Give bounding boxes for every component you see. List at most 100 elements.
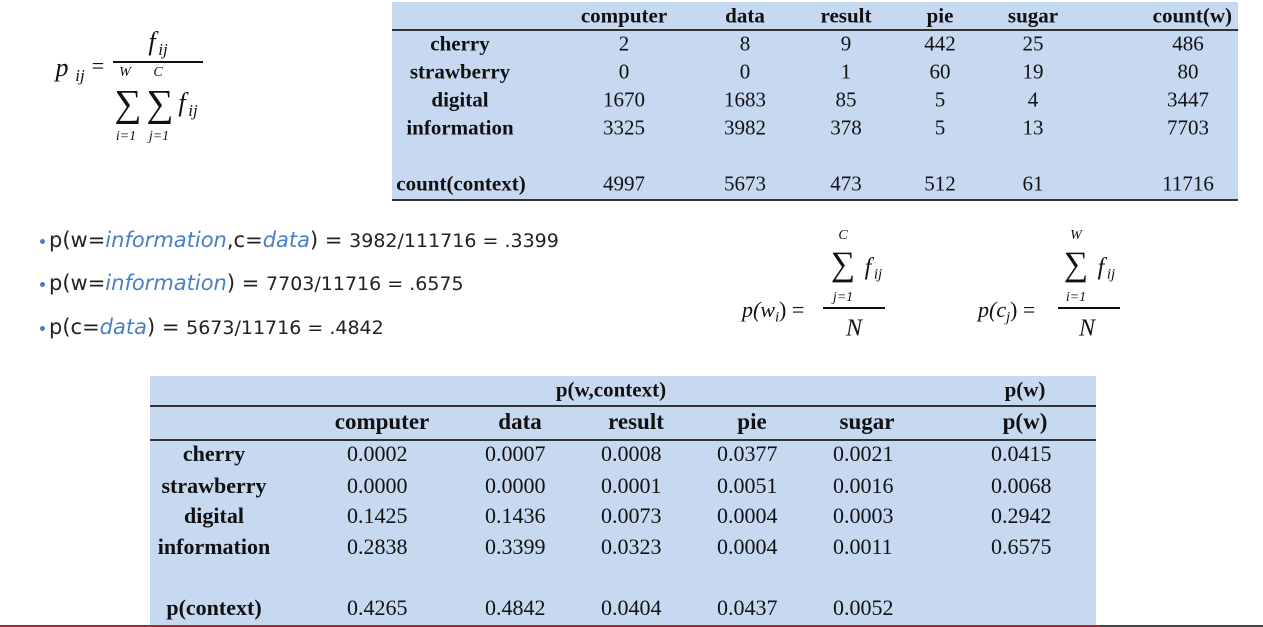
cell: 0.2942 bbox=[991, 503, 1052, 528]
formula-limit: W bbox=[1070, 228, 1082, 243]
rule bbox=[150, 405, 1096, 407]
formula-sub: j bbox=[1006, 309, 1011, 326]
cell: 0.0008 bbox=[601, 441, 662, 466]
cell: 0.0007 bbox=[485, 441, 546, 466]
rule bbox=[392, 29, 1238, 31]
formula-sum: ∑ bbox=[114, 83, 142, 125]
group-header: p(w) bbox=[1004, 377, 1046, 402]
cell: 0.0068 bbox=[991, 473, 1052, 498]
cell: 0.3399 bbox=[485, 534, 546, 559]
cell: 0.2838 bbox=[347, 534, 408, 559]
formula-sum: ∑ bbox=[830, 246, 856, 283]
cell: 4997 bbox=[603, 171, 645, 196]
column-header: count(w) bbox=[1152, 3, 1232, 28]
column-header: data bbox=[498, 409, 542, 434]
cell: 0.0051 bbox=[717, 473, 778, 498]
text: p(c= bbox=[49, 315, 100, 339]
text: 5673/11716 bbox=[186, 317, 302, 339]
column-header: sugar bbox=[839, 409, 895, 434]
formula-text: ) = bbox=[1010, 297, 1036, 322]
bullet-dot bbox=[40, 325, 45, 331]
column-header: pie bbox=[737, 409, 767, 434]
row-header: p(context) bbox=[166, 595, 262, 620]
text: ) = bbox=[226, 271, 267, 295]
cell: 5 bbox=[934, 87, 946, 112]
formula-text: p(c bbox=[978, 297, 1007, 322]
row-header: digital bbox=[184, 503, 244, 528]
column-header: computer bbox=[334, 409, 430, 434]
formula-limit: j=1 bbox=[832, 290, 854, 305]
row-header: cherry bbox=[182, 441, 246, 466]
cell: 3325 bbox=[603, 115, 645, 140]
formula-text: p(w bbox=[742, 297, 775, 322]
cell: 0.4842 bbox=[485, 595, 546, 620]
row-header: digital bbox=[431, 87, 489, 112]
text: 7703/11716 bbox=[266, 273, 382, 295]
cell: 1670 bbox=[603, 87, 645, 112]
text: p(w= bbox=[49, 228, 106, 252]
text: = .6575 bbox=[381, 273, 464, 295]
formula-limit: i=1 bbox=[1065, 290, 1087, 305]
cell: 0.4265 bbox=[347, 595, 408, 620]
text: p(w= bbox=[49, 271, 106, 295]
cell: 0.0000 bbox=[347, 473, 408, 498]
cell: 0.0377 bbox=[717, 441, 778, 466]
formula-sum: ∑ bbox=[1063, 246, 1089, 283]
cell: 0.0437 bbox=[717, 595, 778, 620]
formula-sub: ij bbox=[1106, 266, 1116, 283]
cell: 9 bbox=[840, 31, 852, 56]
cell: 0.0016 bbox=[833, 473, 894, 498]
rule bbox=[150, 439, 1096, 441]
cell: 0.1436 bbox=[485, 503, 546, 528]
column-header: data bbox=[725, 3, 765, 28]
cell: 0.0003 bbox=[833, 503, 894, 528]
prob-table bbox=[150, 376, 1096, 626]
row-header: information bbox=[157, 534, 271, 559]
formula-sub: i bbox=[775, 309, 780, 326]
cell: 19 bbox=[1022, 59, 1044, 84]
cell: 80 bbox=[1177, 59, 1199, 84]
text: ) = bbox=[146, 315, 187, 339]
formula-text: f bbox=[864, 254, 872, 281]
variable: information bbox=[105, 228, 227, 252]
cell: 25 bbox=[1022, 31, 1044, 56]
formula-text: ) = bbox=[779, 297, 805, 322]
formula-limit: j=1 bbox=[148, 129, 170, 144]
cell: 0.0011 bbox=[833, 534, 893, 559]
cell: 1683 bbox=[724, 87, 766, 112]
footer-rule bbox=[0, 625, 1100, 627]
cell: 85 bbox=[835, 87, 857, 112]
footer-rule bbox=[1100, 625, 1263, 627]
cell: 0.0404 bbox=[601, 595, 662, 620]
cell: 60 bbox=[929, 59, 951, 84]
fraction-bar bbox=[1058, 307, 1120, 309]
text: = .3399 bbox=[476, 230, 559, 252]
cell: 7703 bbox=[1167, 115, 1209, 140]
count-table bbox=[392, 2, 1238, 200]
row-header: strawberry bbox=[161, 473, 267, 498]
cell: 512 bbox=[924, 171, 956, 196]
formula-sum: ∑ bbox=[146, 83, 174, 125]
bullet: p(w=information) = 7703/11716 = .6575 bbox=[40, 271, 464, 295]
formula-text: p bbox=[55, 53, 69, 82]
cell: 5 bbox=[934, 115, 946, 140]
group-header: p(w,context) bbox=[555, 377, 667, 402]
cell: 0 bbox=[618, 59, 630, 84]
column-header: p(w) bbox=[1002, 409, 1048, 434]
bullet: p(c=data) = 5673/11716 = .4842 bbox=[40, 315, 384, 339]
formula-text: N bbox=[1078, 315, 1096, 342]
cell: 61 bbox=[1022, 171, 1044, 196]
formula-text: f bbox=[1097, 254, 1105, 281]
cell: 442 bbox=[924, 31, 956, 56]
bullet-dot bbox=[40, 281, 45, 287]
bullet: p(w=information,c=data) = 3982/111716 = … bbox=[40, 228, 559, 252]
cell: 0.0323 bbox=[601, 534, 662, 559]
variable: data bbox=[99, 315, 147, 339]
row-header: information bbox=[406, 115, 514, 140]
cell: 0.0000 bbox=[485, 473, 546, 498]
row-header: count(context) bbox=[396, 171, 526, 196]
formula-sub: ij bbox=[188, 101, 198, 120]
cell: 3982 bbox=[724, 115, 766, 140]
cell: 0.0052 bbox=[833, 595, 894, 620]
cell: 1 bbox=[840, 59, 852, 84]
